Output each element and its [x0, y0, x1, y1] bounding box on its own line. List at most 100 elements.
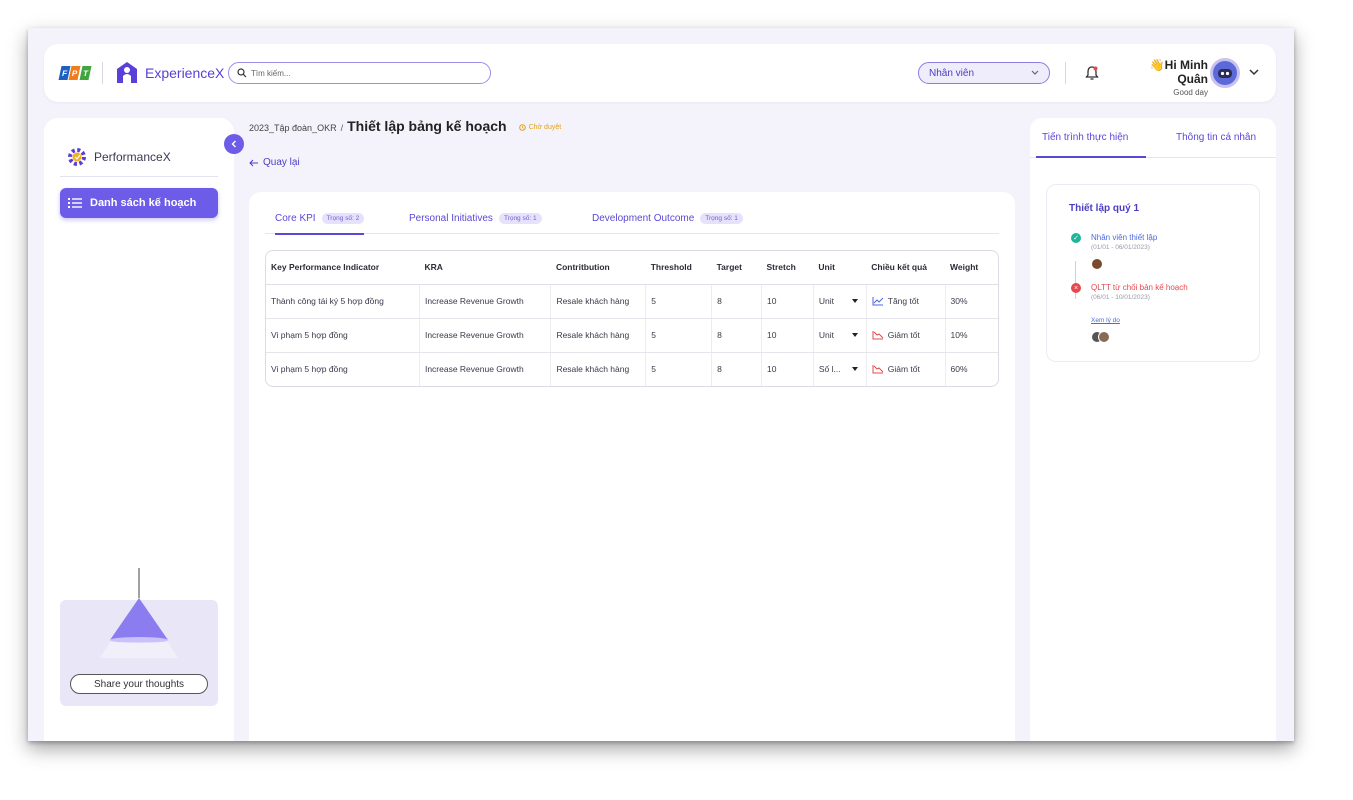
sidebar-divider	[60, 176, 218, 177]
table-row[interactable]: Thành công tái ký 5 hợp đồng Increase Re…	[266, 284, 998, 319]
breadcrumb-parent[interactable]: 2023_Tập đoàn_OKR	[249, 123, 337, 133]
tab-personal-info[interactable]: Thông tin cá nhân	[1176, 132, 1257, 143]
breadcrumb: 2023_Tập đoàn_OKR / Thiết lập bảng kế ho…	[249, 118, 561, 134]
weight-cell: 30%	[944, 284, 998, 319]
threshold-cell: 5	[645, 318, 712, 353]
chevron-down-icon	[1031, 70, 1039, 75]
user-name: 👋Hi Minh Quân	[1149, 58, 1208, 86]
weight-badge: Trọng số: 2	[321, 212, 365, 224]
kpi-tabs: Core KPI Trọng số: 2 Personal Initiative…	[265, 202, 999, 235]
kra-cell: Increase Revenue Growth	[418, 284, 551, 319]
table-row[interactable]: Vi phạm 5 hợp đồng Increase Revenue Grow…	[266, 318, 998, 353]
sidebar-item-plan-list[interactable]: Danh sách kế hoạch	[60, 188, 218, 218]
view-reason-link[interactable]: Xem lý do	[1091, 317, 1120, 324]
user-menu-chevron-icon[interactable]	[1248, 66, 1260, 78]
unit-value: Unit	[818, 296, 834, 306]
tab-progress[interactable]: Tiến trình thực hiện	[1042, 132, 1129, 143]
tab-label: Core KPI	[275, 212, 316, 224]
header-divider	[102, 62, 103, 84]
arrow-left-icon	[249, 159, 258, 166]
direction-label: Giảm tốt	[887, 364, 920, 375]
search-icon	[237, 68, 247, 78]
status-badge: Chờ duyệt	[518, 124, 562, 131]
avatar	[1091, 257, 1103, 275]
fpt-logo[interactable]: F P T	[58, 66, 92, 80]
weight-cell: 60%	[944, 352, 998, 386]
direction-label: Tăng tốt	[887, 296, 919, 306]
experiencex-logo-icon	[117, 62, 137, 83]
direction-cell: Giảm tốt	[865, 318, 946, 353]
direction-cell: Giảm tốt	[865, 352, 946, 386]
check-icon: ✓	[1071, 233, 1081, 243]
right-panel-tabs: Tiến trình thực hiện Thông tin cá nhân	[1030, 118, 1276, 158]
stretch-cell: 10	[760, 352, 814, 386]
contribution-cell: Resale khách hàng	[550, 284, 646, 319]
target-cell: 8	[711, 318, 762, 353]
unit-select[interactable]: Unit	[812, 318, 867, 353]
tab-core-kpi[interactable]: Core KPI Trọng số: 2	[275, 202, 365, 235]
plan-panel: Core KPI Trọng số: 2 Personal Initiative…	[249, 192, 1015, 741]
direction-label: Giảm tốt	[887, 330, 920, 340]
avatar-group	[1091, 331, 1110, 343]
role-select[interactable]: Nhân viên	[918, 62, 1050, 84]
trend-up-icon	[872, 297, 884, 306]
brand-name[interactable]: ExperienceX	[145, 65, 225, 81]
caret-down-icon	[851, 333, 858, 337]
user-greeting: 👋Hi Minh Quân Good day	[1116, 58, 1208, 97]
greeting-subtitle: Good day	[1173, 88, 1208, 97]
timeline-connector	[1075, 261, 1076, 299]
tab-label: Development Outcome	[592, 212, 695, 224]
kra-cell: Increase Revenue Growth	[418, 352, 551, 386]
table-header-row: Key Performance Indicator KRA Contritbut…	[266, 251, 998, 285]
unit-select[interactable]: Unit	[812, 284, 867, 319]
app-window: F P T ExperienceX Nhân viên 👋Hi Minh Qu	[28, 28, 1294, 741]
search-bar[interactable]	[228, 62, 491, 84]
kra-cell: Increase Revenue Growth	[418, 318, 551, 353]
column-header: Weight	[945, 251, 998, 285]
top-header: F P T ExperienceX Nhân viên 👋Hi Minh Qu	[44, 44, 1276, 102]
performancex-gear-icon	[68, 148, 86, 166]
status-text: Chờ duyệt	[528, 124, 562, 131]
active-tab-indicator	[1036, 156, 1146, 158]
column-header: Target	[711, 251, 762, 285]
tab-development-outcome[interactable]: Development Outcome Trọng số: 1	[592, 202, 743, 234]
kpi-cell: Vi phạm 5 hợp đồng	[271, 364, 348, 375]
table-row[interactable]: Vi phạm 5 hợp đồng Increase Revenue Grow…	[266, 352, 998, 386]
back-link[interactable]: Quay lại	[249, 157, 300, 168]
user-avatar[interactable]	[1210, 58, 1240, 88]
close-icon: ×	[1071, 283, 1081, 293]
bell-icon[interactable]	[1084, 65, 1100, 81]
unit-select[interactable]: Số l...	[812, 352, 867, 386]
tab-personal-initiatives[interactable]: Personal Initiatives Trọng số: 1	[409, 202, 542, 234]
direction-cell: Tăng tốt	[865, 284, 946, 319]
threshold-cell: 5	[645, 284, 712, 319]
list-icon	[68, 198, 82, 208]
timeline-title: Thiết lập quý 1	[1069, 203, 1140, 214]
avatar	[1098, 331, 1110, 343]
column-header: Stretch	[761, 251, 814, 285]
timeline-step-label: QLTT từ chối bản kế hoạch	[1091, 283, 1188, 292]
contribution-cell: Resale khách hàng	[550, 352, 646, 386]
page-title: Thiết lập bảng kế hoạch	[347, 118, 507, 134]
threshold-cell: 5	[645, 352, 712, 386]
robot-avatar-icon	[1218, 69, 1232, 78]
breadcrumb-separator: /	[340, 123, 344, 133]
timeline-card: Thiết lập quý 1 ✓ Nhân viên thiết lập (0…	[1046, 184, 1260, 362]
lamp-illustration-icon	[100, 568, 178, 658]
weight-badge: Trọng số: 1	[498, 212, 542, 224]
back-label: Quay lại	[263, 157, 300, 168]
timeline-step-date: (01/01 - 06/01/2023)	[1091, 244, 1150, 251]
share-thoughts-button[interactable]: Share your thoughts	[70, 674, 208, 694]
collapse-sidebar-button[interactable]	[224, 134, 244, 154]
timeline-step-date: (06/01 - 10/01/2023)	[1091, 294, 1150, 301]
target-cell: 8	[711, 284, 762, 319]
wave-emoji-icon: 👋	[1149, 58, 1165, 72]
search-input[interactable]	[251, 68, 471, 78]
weight-badge: Trọng số: 1	[700, 212, 743, 224]
column-header: Contritbution	[550, 251, 646, 285]
column-header: Key Performance Indicator	[266, 251, 420, 285]
unit-value: Số l...	[818, 364, 841, 375]
stretch-cell: 10	[760, 318, 814, 353]
trend-down-icon	[872, 331, 884, 340]
column-header: Chiều kết quả	[866, 251, 946, 285]
